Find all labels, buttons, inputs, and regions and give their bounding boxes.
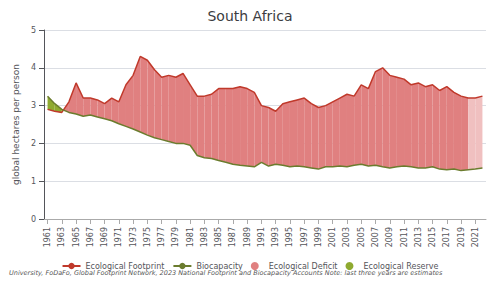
svg-text:University, FoDaFo, Global Foo: University, FoDaFo, Global Footprint Net…	[9, 269, 443, 277]
svg-text:3: 3	[31, 101, 36, 110]
svg-text:1993: 1993	[271, 227, 280, 247]
svg-text:0: 0	[31, 215, 36, 224]
svg-text:1961: 1961	[43, 227, 52, 247]
svg-text:1997: 1997	[300, 227, 309, 247]
svg-text:2013: 2013	[414, 227, 423, 247]
svg-text:2021: 2021	[471, 227, 480, 247]
svg-text:1995: 1995	[285, 227, 294, 247]
svg-text:1975: 1975	[143, 227, 152, 247]
svg-text:1981: 1981	[186, 227, 195, 247]
svg-text:1999: 1999	[314, 227, 323, 247]
svg-text:1977: 1977	[157, 227, 166, 247]
svg-text:2001: 2001	[328, 227, 337, 247]
svg-text:Ecological Deficit: Ecological Deficit	[268, 261, 338, 271]
svg-text:1965: 1965	[72, 227, 81, 247]
svg-text:5: 5	[31, 26, 36, 35]
svg-text:Biocapacity: Biocapacity	[196, 261, 243, 271]
svg-text:2017: 2017	[442, 227, 451, 247]
svg-text:1973: 1973	[129, 227, 138, 247]
svg-text:1963: 1963	[57, 227, 66, 247]
svg-text:2015: 2015	[428, 227, 437, 247]
svg-text:global hectares per person: global hectares per person	[11, 64, 21, 185]
svg-text:4: 4	[31, 63, 36, 72]
svg-text:Ecological Footprint: Ecological Footprint	[85, 261, 165, 271]
svg-text:Ecological Reserve: Ecological Reserve	[363, 261, 439, 271]
svg-text:1991: 1991	[257, 227, 266, 247]
svg-text:1987: 1987	[228, 227, 237, 247]
svg-text:1985: 1985	[214, 227, 223, 247]
svg-text:1971: 1971	[114, 227, 123, 247]
svg-text:2019: 2019	[457, 227, 466, 247]
svg-text:2: 2	[31, 139, 36, 148]
svg-text:2011: 2011	[400, 227, 409, 247]
svg-text:2003: 2003	[342, 227, 351, 247]
svg-text:1979: 1979	[171, 227, 180, 247]
svg-text:1: 1	[31, 177, 36, 186]
svg-text:2007: 2007	[371, 227, 380, 247]
svg-text:1989: 1989	[243, 227, 252, 247]
svg-text:1967: 1967	[86, 227, 95, 247]
svg-text:2005: 2005	[357, 227, 366, 247]
svg-text:South Africa: South Africa	[207, 8, 292, 24]
svg-text:1969: 1969	[100, 227, 109, 247]
svg-text:1983: 1983	[200, 227, 209, 247]
svg-text:2009: 2009	[385, 227, 394, 247]
